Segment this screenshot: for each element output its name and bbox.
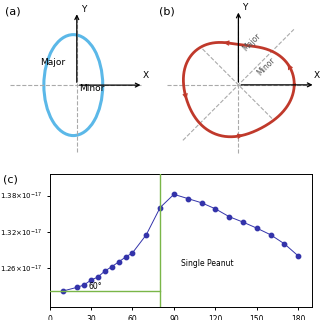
Point: [296, 253, 301, 259]
Text: (c): (c): [3, 174, 18, 184]
Point: [61, 288, 66, 293]
Text: 60°: 60°: [88, 282, 102, 291]
Point: [130, 250, 135, 255]
Text: Minor: Minor: [255, 56, 277, 77]
Text: X: X: [142, 71, 148, 80]
Point: [171, 192, 176, 197]
Point: [109, 264, 114, 269]
Point: [227, 214, 232, 219]
Text: Major: Major: [40, 59, 65, 68]
Text: Minor: Minor: [80, 84, 105, 93]
Point: [213, 206, 218, 212]
Text: Y: Y: [81, 5, 86, 14]
Point: [268, 232, 273, 237]
Point: [185, 196, 190, 201]
Text: Major: Major: [241, 32, 262, 53]
Point: [157, 205, 163, 210]
Point: [240, 220, 245, 225]
Point: [102, 268, 108, 274]
Text: Y: Y: [242, 3, 248, 12]
Point: [199, 200, 204, 205]
Text: X: X: [314, 71, 320, 80]
Point: [95, 275, 100, 280]
Text: (b): (b): [159, 6, 174, 17]
Point: [88, 277, 93, 283]
Text: (a): (a): [5, 7, 21, 17]
Point: [144, 232, 149, 237]
Point: [82, 282, 87, 287]
Point: [123, 254, 128, 260]
Point: [254, 226, 259, 231]
Point: [75, 285, 80, 290]
Point: [116, 260, 121, 265]
Point: [282, 241, 287, 246]
Text: Single Peanut: Single Peanut: [181, 259, 233, 268]
